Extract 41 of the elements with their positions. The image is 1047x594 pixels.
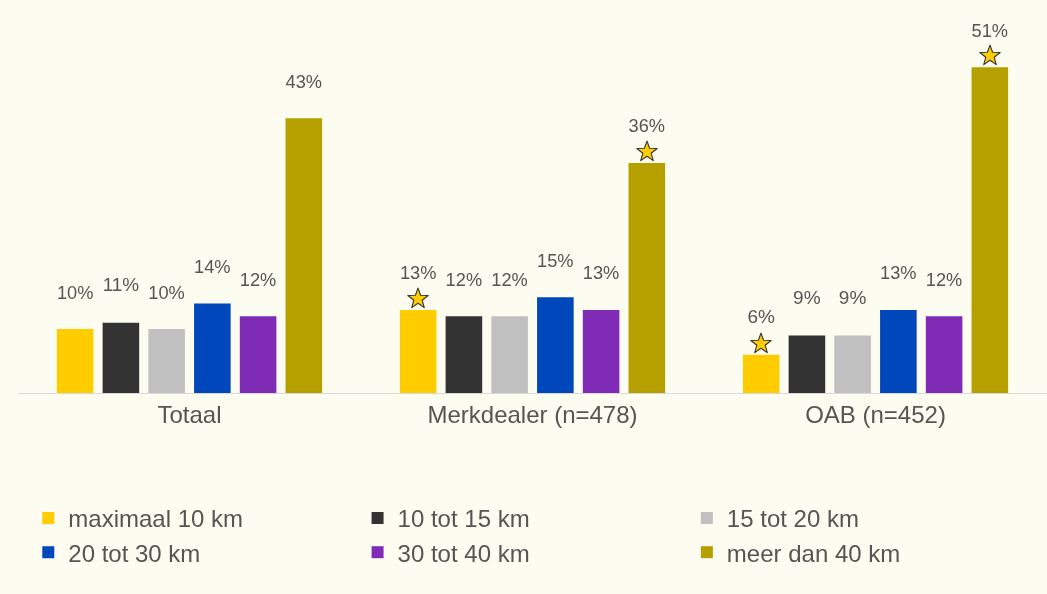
- bar: [194, 303, 231, 393]
- data-label: 12%: [491, 268, 528, 290]
- bar: [491, 316, 528, 393]
- data-label: 11%: [102, 274, 140, 296]
- data-label: 13%: [399, 262, 437, 284]
- bar: [239, 316, 277, 393]
- bar: [148, 329, 185, 393]
- x-tick-label: Merkdealer (n=478): [427, 400, 638, 428]
- legend-label: maximaal 10 km: [68, 505, 244, 533]
- bar: [102, 322, 140, 393]
- bar: [582, 309, 620, 393]
- data-label: 13%: [880, 262, 917, 284]
- bar: [537, 297, 574, 393]
- legend-label: 15 tot 20 km: [726, 505, 859, 533]
- data-label: 10%: [148, 281, 185, 303]
- data-label: 12%: [445, 269, 483, 290]
- bar: [925, 316, 963, 393]
- bar: [285, 118, 323, 393]
- data-label: 51%: [971, 19, 1009, 41]
- data-label: 12%: [239, 269, 277, 290]
- data-label: 10%: [56, 281, 94, 303]
- data-label: 36%: [628, 115, 666, 137]
- data-label: 15%: [537, 249, 574, 271]
- data-label: 6%: [747, 305, 775, 327]
- data-label: 13%: [582, 263, 620, 284]
- bar: [834, 335, 871, 393]
- data-label: 12%: [925, 269, 963, 290]
- legend-label: 30 tot 40 km: [397, 539, 530, 567]
- legend-label: 20 tot 30 km: [68, 539, 201, 567]
- legend-label: meer dan 40 km: [726, 539, 901, 567]
- x-tick-label: OAB (n=452): [805, 400, 946, 428]
- data-label: 9%: [838, 286, 867, 308]
- bar: [788, 335, 826, 393]
- legend-label: 10 tot 15 km: [397, 505, 530, 533]
- data-label: 14%: [194, 256, 231, 278]
- bar: [56, 329, 94, 393]
- bar: [445, 316, 483, 393]
- x-tick-label: Totaal: [157, 400, 222, 428]
- data-label: 43%: [285, 70, 323, 92]
- bar: [880, 309, 917, 393]
- data-label: 9%: [793, 286, 821, 308]
